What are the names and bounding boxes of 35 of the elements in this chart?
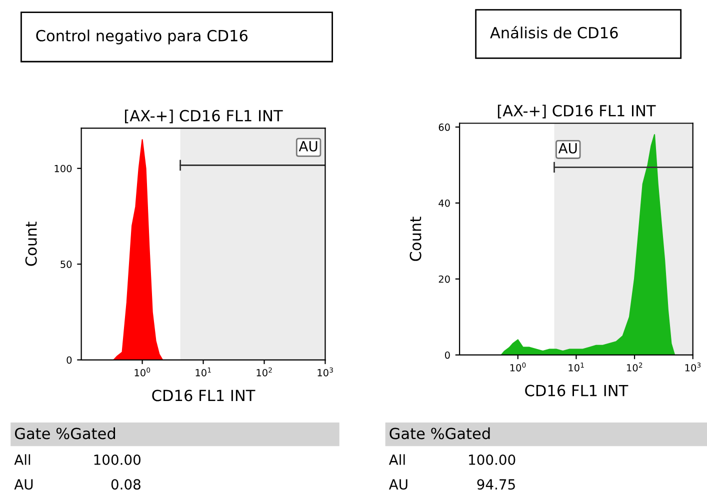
text: All: [14, 454, 30, 465]
x-tick-label: 10$^{3}$: [318, 367, 333, 376]
band-label: AU: [558, 143, 577, 154]
x-tick-label: 10$^{1}$: [196, 368, 211, 376]
y-tick-label: 20: [438, 275, 450, 283]
y-axis-title: Count: [410, 216, 422, 261]
y-tick-label: 0: [66, 356, 72, 364]
y-axis-title: Count: [25, 222, 37, 266]
x-tick-label: 10$^{0}$: [510, 362, 526, 372]
band-label: AU: [298, 141, 318, 152]
chart-subtitle: [AX-+] CD16 FL1 INT: [125, 110, 283, 124]
x-axis-title: CD16 FL1 INT: [525, 384, 628, 396]
x-axis-title: CD16 FL1 INT: [152, 390, 256, 402]
text: AU: [388, 479, 408, 490]
y-tick-label: 100: [54, 164, 72, 172]
chart-title: Control negativo para CD16: [36, 30, 248, 44]
y-tick-label: 50: [60, 260, 72, 268]
text: 0.08: [111, 479, 140, 490]
text: All: [388, 454, 405, 465]
text: Gate %Gated: [390, 427, 490, 440]
x-tick-label: 10$^{0}$: [134, 367, 150, 376]
x-tick-label: 10$^{2}$: [256, 367, 272, 376]
x-tick-label: 10$^{3}$: [685, 362, 701, 372]
text: Gate %Gated: [14, 427, 116, 440]
text: 100.00: [94, 454, 140, 465]
text: 94.75: [477, 479, 515, 490]
y-tick-label: 40: [438, 199, 450, 207]
x-tick-label: 10$^{2}$: [627, 362, 642, 372]
text: 100.00: [469, 454, 516, 465]
y-tick-label: 0: [444, 351, 450, 359]
chart-title: Análisis de CD16: [490, 26, 618, 38]
x-tick-label: 10$^{1}$: [568, 362, 584, 372]
text: AU: [14, 479, 33, 490]
chart-subtitle: [AX-+] CD16 FL1 INT: [498, 104, 656, 118]
y-tick-label: 60: [438, 124, 450, 131]
